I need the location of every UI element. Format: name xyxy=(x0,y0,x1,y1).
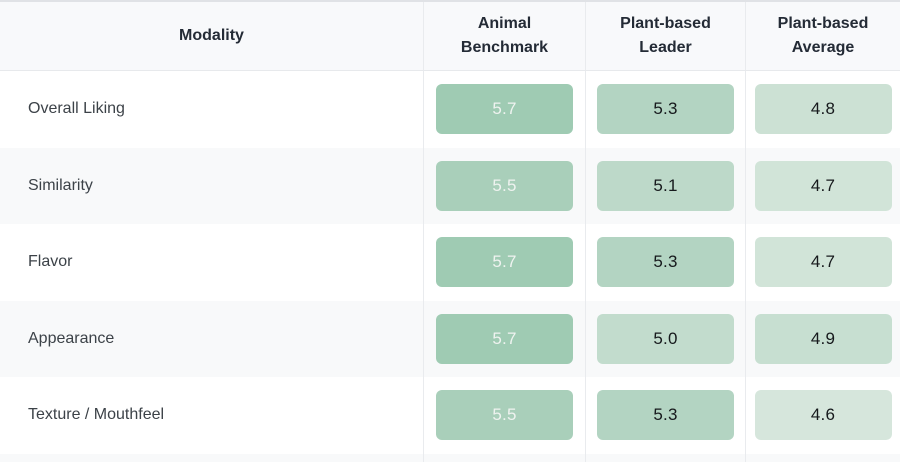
value-pill: 5.7 xyxy=(436,237,573,288)
table-cell: 4.8 xyxy=(745,71,900,148)
value-pill: 4.7 xyxy=(754,160,892,211)
table-row-overall-liking: Overall Liking 5.7 5.3 4.8 xyxy=(0,71,900,148)
column-header-plant-based-average: Plant-based Average xyxy=(745,2,900,70)
value-pill: 4.9 xyxy=(754,313,892,364)
table-cell: 5.0 xyxy=(585,300,745,377)
table-row-texture-mouthfeel: Texture / Mouthfeel 5.5 5.3 4.6 xyxy=(0,377,900,454)
value-pill: 5.7 xyxy=(436,313,573,364)
table-cell: 4.6 xyxy=(745,377,900,454)
table-cell: 4.7 xyxy=(745,224,900,301)
row-label: Appearance xyxy=(28,329,115,347)
column-header-animal-benchmark: Animal Benchmark xyxy=(423,2,585,70)
table-cell: 5.7 xyxy=(423,224,585,301)
table-cell: 5.7 xyxy=(423,71,585,148)
row-label: Flavor xyxy=(28,253,73,271)
table-row-similarity: Similarity 5.5 5.1 4.7 xyxy=(0,147,900,224)
table-cell: 5.1 xyxy=(585,147,745,224)
partial-cell xyxy=(745,453,900,462)
partial-cell xyxy=(0,454,423,462)
table-cell: 5.5 xyxy=(423,377,585,454)
row-label: Texture / Mouthfeel xyxy=(28,406,165,424)
column-header-plant-based-leader: Plant-based Leader xyxy=(585,2,745,70)
table-cell: 4.7 xyxy=(745,147,900,224)
value-pill: 5.3 xyxy=(597,237,734,288)
table-cell: 5.5 xyxy=(423,147,585,224)
table-cell: 5.3 xyxy=(585,71,745,148)
table-row-appearance: Appearance 5.7 5.0 4.9 xyxy=(0,300,900,377)
column-header-modality: Modality xyxy=(179,27,244,44)
partial-cell xyxy=(423,453,585,462)
value-pill: 4.7 xyxy=(754,237,892,288)
table-row-flavor: Flavor 5.7 5.3 4.7 xyxy=(0,224,900,301)
row-label: Similarity xyxy=(28,176,93,194)
table-cell: 5.7 xyxy=(423,300,585,377)
table-header-row: Modality Animal Benchmark Plant-based Le… xyxy=(0,2,900,71)
table-row-partial xyxy=(0,453,900,462)
value-pill: 4.8 xyxy=(754,84,892,135)
value-pill: 5.7 xyxy=(436,84,573,135)
partial-cell xyxy=(585,453,745,462)
value-pill: 4.6 xyxy=(754,390,892,441)
row-label: Overall Liking xyxy=(28,100,125,118)
value-pill: 5.5 xyxy=(436,390,573,441)
value-pill: 5.1 xyxy=(597,160,734,211)
value-pill: 5.3 xyxy=(597,84,734,135)
value-pill: 5.0 xyxy=(597,313,734,364)
value-pill: 5.5 xyxy=(436,160,573,211)
value-pill: 5.3 xyxy=(597,390,734,441)
table-cell: 4.9 xyxy=(745,300,900,377)
table-cell: 5.3 xyxy=(585,224,745,301)
table-cell: 5.3 xyxy=(585,377,745,454)
